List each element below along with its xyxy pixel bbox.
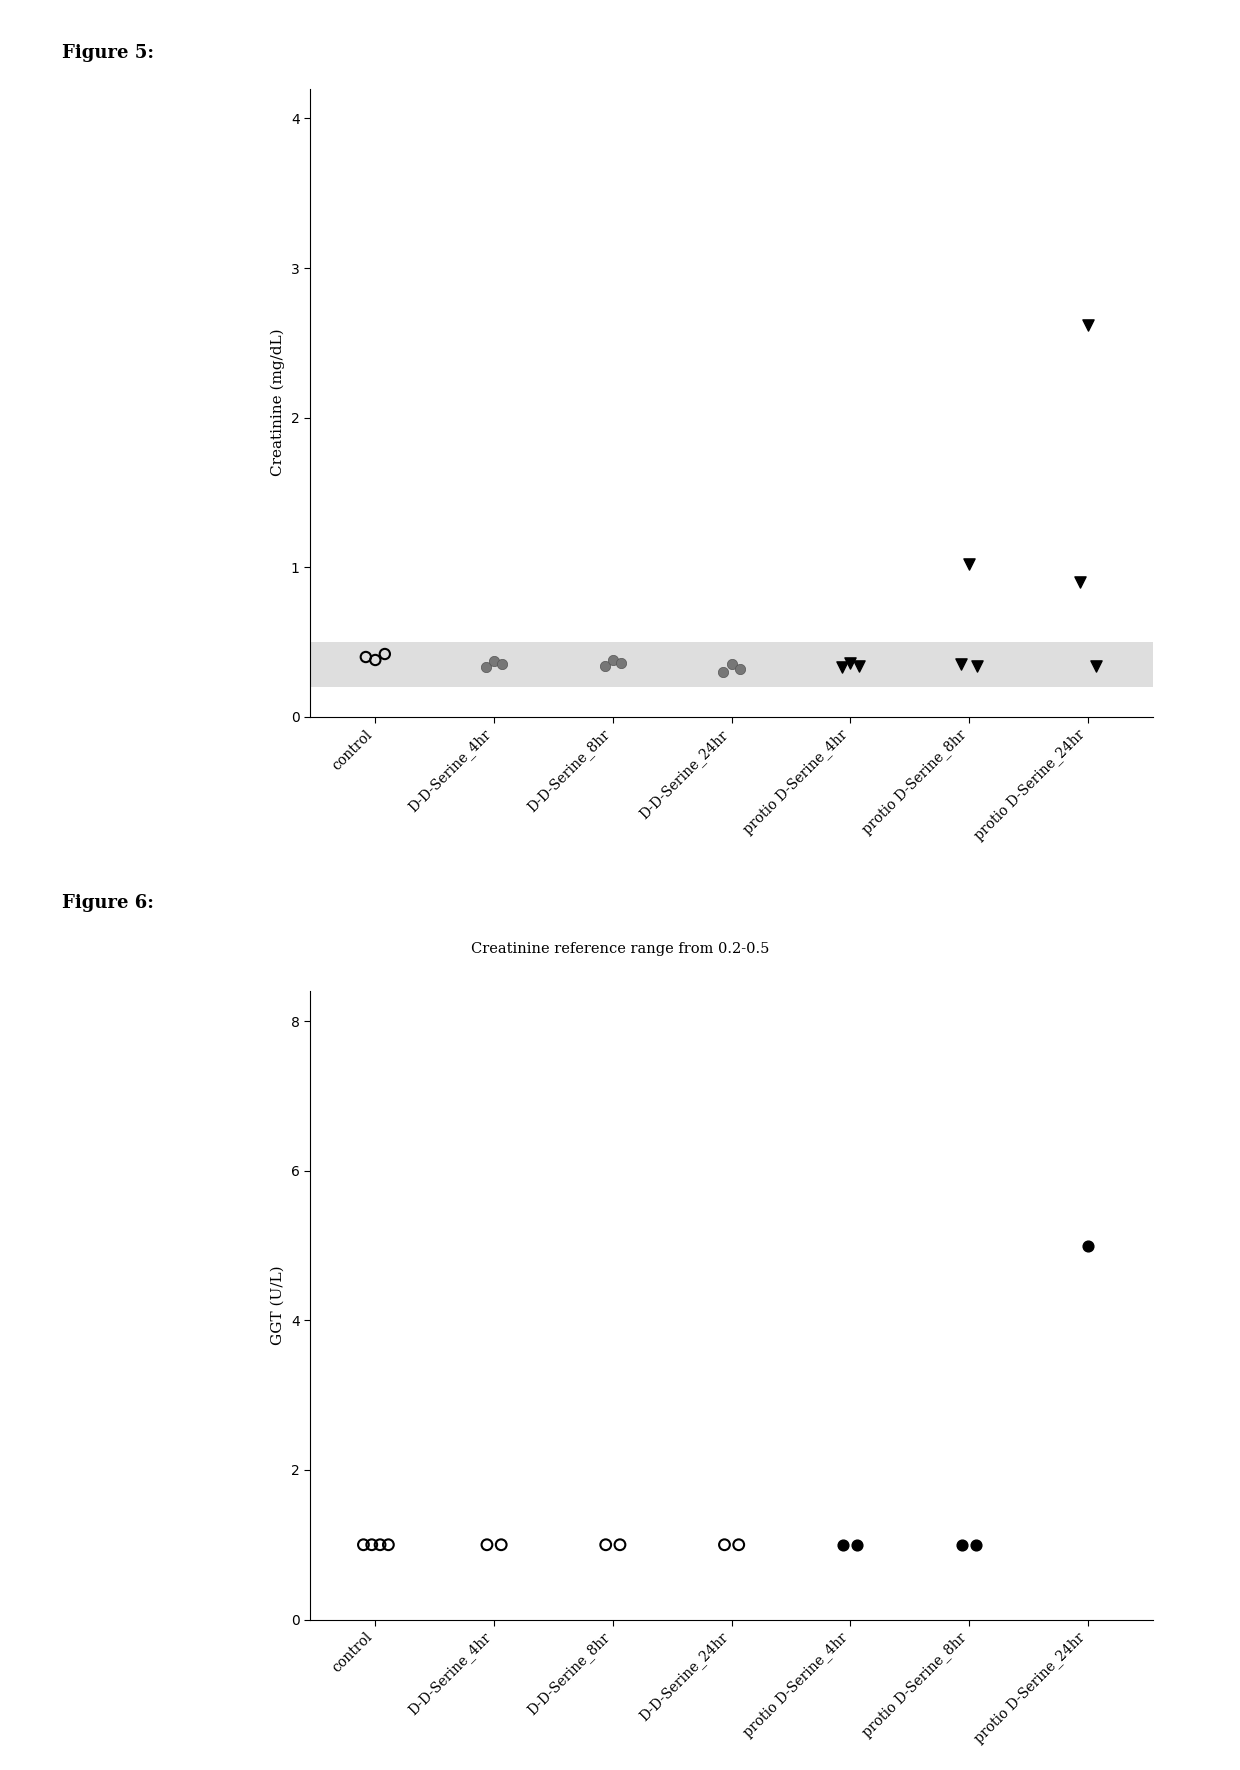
- Point: [722, 650, 742, 678]
- Point: [595, 1531, 615, 1559]
- Point: [1070, 568, 1090, 596]
- Y-axis label: Creatinine (mg/dL): Creatinine (mg/dL): [270, 329, 285, 476]
- Y-axis label: GGT (U/L): GGT (U/L): [272, 1266, 285, 1345]
- Point: [841, 650, 861, 678]
- Point: [476, 653, 496, 681]
- Point: [477, 1531, 497, 1559]
- Point: [1078, 1232, 1097, 1260]
- Point: [610, 1531, 630, 1559]
- Point: [729, 1531, 749, 1559]
- Point: [603, 646, 622, 674]
- Point: [492, 650, 512, 678]
- Point: [353, 1531, 373, 1559]
- Point: [730, 655, 750, 683]
- Bar: [310, 643, 1153, 687]
- Text: Figure 5:: Figure 5:: [62, 44, 154, 62]
- Point: [966, 1531, 986, 1559]
- Point: [848, 651, 868, 680]
- Point: [484, 648, 503, 676]
- Point: [362, 1531, 382, 1559]
- Point: [967, 651, 987, 680]
- Point: [832, 653, 852, 681]
- Point: [366, 646, 386, 674]
- Text: Figure 6:: Figure 6:: [62, 894, 154, 912]
- Point: [1078, 312, 1097, 340]
- Point: [611, 650, 631, 678]
- Point: [371, 1531, 391, 1559]
- Point: [374, 641, 394, 669]
- Point: [714, 1531, 734, 1559]
- Point: [833, 1531, 853, 1559]
- Point: [951, 650, 971, 678]
- Point: [1086, 651, 1106, 680]
- Point: [848, 1531, 868, 1559]
- Point: [491, 1531, 511, 1559]
- Point: [960, 550, 980, 579]
- Point: [713, 658, 733, 687]
- Point: [378, 1531, 398, 1559]
- Point: [356, 643, 376, 671]
- Text: Creatinine reference range from 0.2-0.5: Creatinine reference range from 0.2-0.5: [471, 942, 769, 956]
- Point: [952, 1531, 972, 1559]
- Point: [595, 651, 615, 680]
